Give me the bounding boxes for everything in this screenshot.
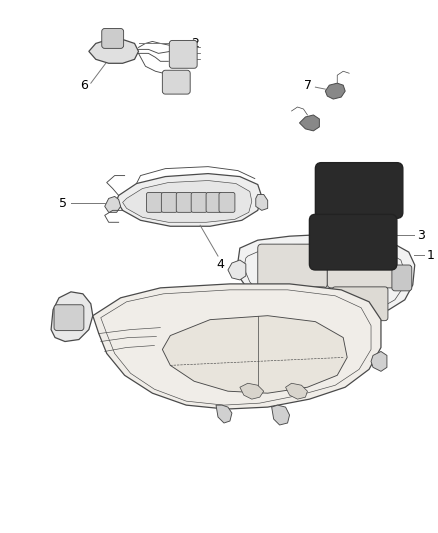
Polygon shape xyxy=(51,292,93,342)
Polygon shape xyxy=(216,405,232,423)
FancyBboxPatch shape xyxy=(206,192,222,212)
Polygon shape xyxy=(371,351,387,372)
FancyBboxPatch shape xyxy=(54,305,84,330)
FancyBboxPatch shape xyxy=(176,192,192,212)
Polygon shape xyxy=(117,174,262,226)
Polygon shape xyxy=(228,260,246,280)
Text: 3: 3 xyxy=(417,229,424,241)
FancyBboxPatch shape xyxy=(309,214,397,270)
Polygon shape xyxy=(325,83,345,99)
Polygon shape xyxy=(162,316,347,393)
FancyBboxPatch shape xyxy=(315,163,403,219)
Text: 1: 1 xyxy=(427,248,434,262)
FancyBboxPatch shape xyxy=(332,287,388,321)
Polygon shape xyxy=(286,383,307,399)
FancyBboxPatch shape xyxy=(327,244,397,288)
Text: 4: 4 xyxy=(216,258,224,271)
Polygon shape xyxy=(256,195,268,211)
FancyBboxPatch shape xyxy=(102,29,124,49)
FancyBboxPatch shape xyxy=(392,265,412,291)
FancyBboxPatch shape xyxy=(162,70,190,94)
FancyBboxPatch shape xyxy=(191,192,207,212)
Polygon shape xyxy=(240,383,264,399)
FancyBboxPatch shape xyxy=(271,287,326,321)
Polygon shape xyxy=(300,115,319,131)
Polygon shape xyxy=(93,284,381,409)
Polygon shape xyxy=(272,405,290,425)
FancyBboxPatch shape xyxy=(170,41,197,68)
FancyBboxPatch shape xyxy=(146,192,162,212)
Text: 7: 7 xyxy=(304,79,312,92)
Text: 6: 6 xyxy=(80,79,88,92)
Text: 2: 2 xyxy=(191,37,199,50)
Polygon shape xyxy=(123,181,252,222)
FancyBboxPatch shape xyxy=(161,192,177,212)
Polygon shape xyxy=(238,234,415,318)
Polygon shape xyxy=(105,197,120,212)
FancyBboxPatch shape xyxy=(219,192,235,212)
Polygon shape xyxy=(89,39,138,63)
Text: 5: 5 xyxy=(59,197,67,210)
FancyBboxPatch shape xyxy=(258,244,327,288)
